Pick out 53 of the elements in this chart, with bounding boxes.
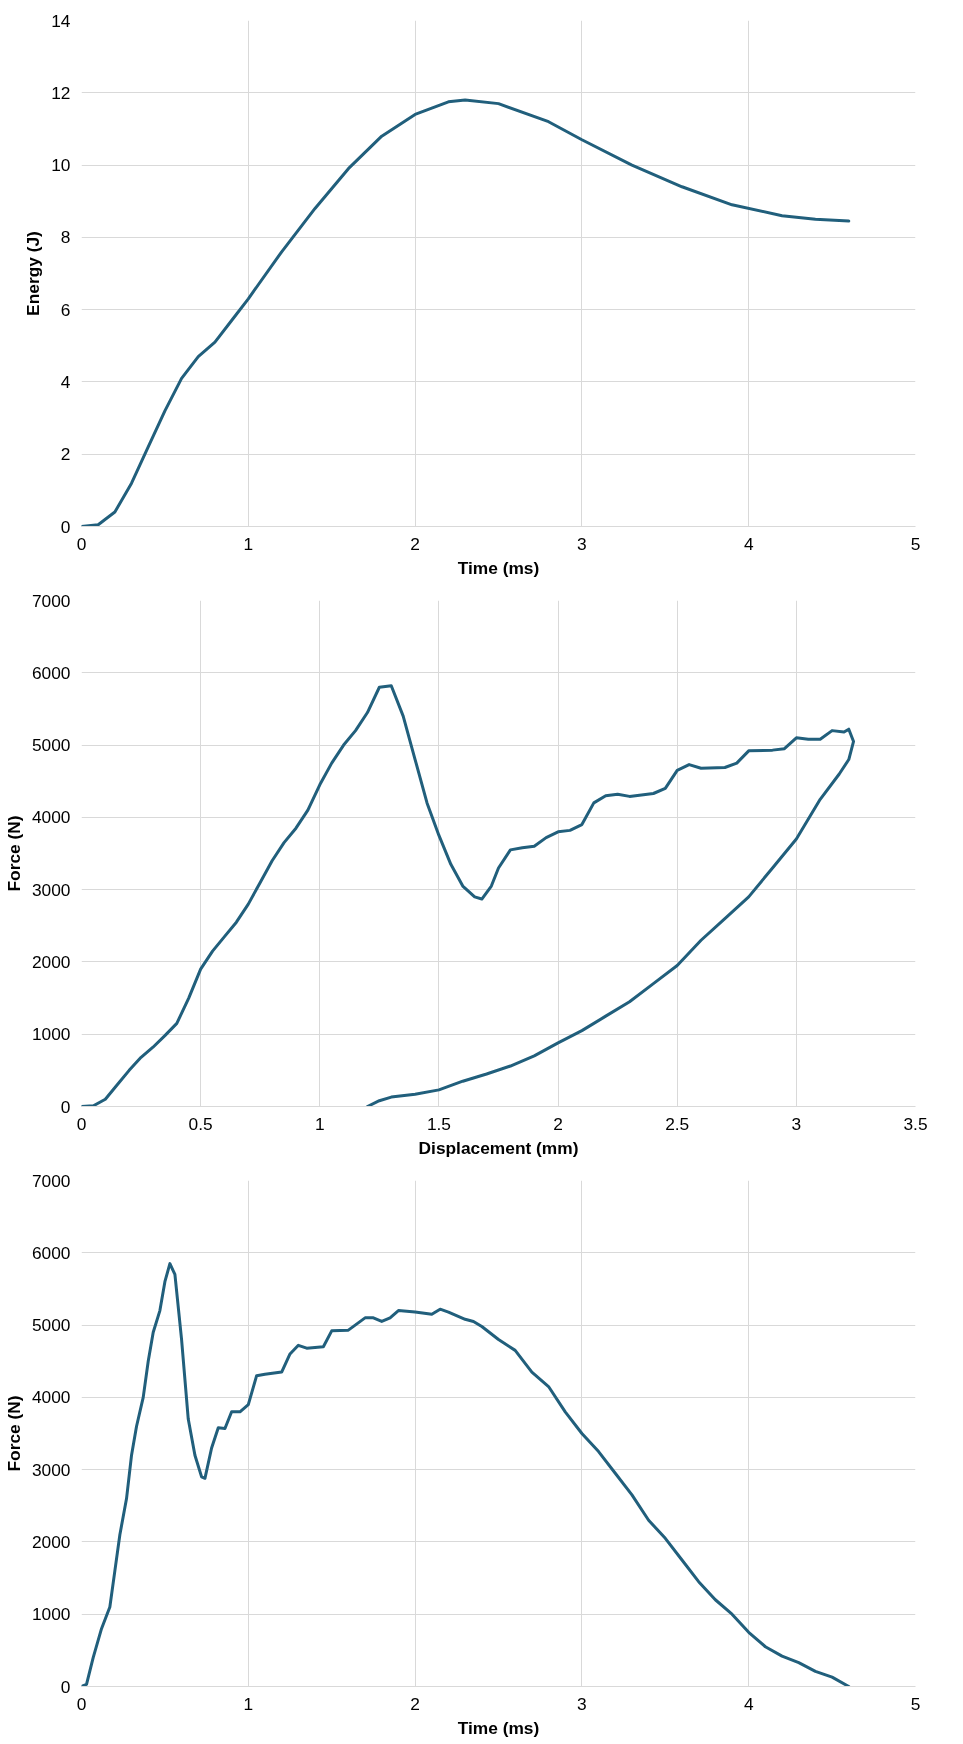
y-tick-label: 6000 [31, 662, 71, 683]
y-tick-label: 7000 [31, 590, 71, 611]
y-tick-label: 7000 [31, 1170, 71, 1191]
y-tick-label: 4000 [31, 1387, 71, 1408]
x-tick-label: 0 [76, 1693, 87, 1714]
y-axis-title: Energy (J) [23, 231, 44, 316]
x-tick-label: 3 [577, 533, 587, 554]
x-tick-label: 5 [910, 1693, 921, 1714]
line-series [81, 1262, 851, 1687]
y-tick-label: 6 [60, 299, 71, 320]
y-tick-label: 0 [60, 1096, 71, 1117]
y-tick-label: 8 [60, 227, 71, 248]
y-tick-label: 5000 [31, 735, 71, 756]
y-tick-label: 2000 [31, 1531, 71, 1552]
y-tick-label: 2 [60, 444, 71, 465]
x-tick-label: 4 [743, 1693, 754, 1714]
y-tick-label: 10 [51, 155, 71, 176]
x-tick-label: 1 [243, 1693, 254, 1714]
y-axis-title: Force (N) [3, 815, 24, 892]
y-tick-label: 2000 [31, 951, 71, 972]
x-axis-title: Time (ms) [457, 1717, 540, 1738]
y-axis-title: Force (N) [3, 1395, 24, 1472]
x-tick-label: 2 [410, 533, 420, 554]
x-tick-label: 0 [76, 533, 87, 554]
x-tick-label: 1 [314, 1113, 325, 1134]
x-tick-label: 2 [410, 1693, 420, 1714]
x-tick-label: 1.5 [426, 1113, 451, 1134]
line-series [81, 98, 851, 527]
y-tick-label: 0 [60, 1676, 71, 1697]
x-tick-label: 0.5 [188, 1113, 213, 1134]
y-tick-label: 3000 [31, 879, 71, 900]
y-tick-label: 1000 [31, 1024, 71, 1045]
y-tick-label: 0 [60, 516, 71, 537]
y-tick-label: 4000 [31, 807, 71, 828]
x-tick-label: 4 [743, 533, 754, 554]
x-tick-label: 3 [577, 1693, 587, 1714]
x-tick-label: 3 [791, 1113, 802, 1134]
y-tick-label: 6000 [31, 1242, 71, 1263]
x-tick-label: 5 [910, 533, 921, 554]
x-axis-title: Displacement (mm) [418, 1137, 579, 1158]
line-series [81, 684, 856, 1107]
x-tick-label: 3.5 [903, 1113, 928, 1134]
x-tick-label: 2.5 [665, 1113, 690, 1134]
x-tick-label: 2 [553, 1113, 563, 1134]
x-tick-label: 0 [76, 1113, 87, 1134]
y-tick-label: 3000 [31, 1459, 71, 1480]
y-tick-label: 4 [60, 371, 71, 392]
y-tick-label: 1000 [31, 1604, 71, 1625]
x-axis-title: Time (ms) [457, 557, 540, 578]
y-tick-label: 14 [51, 10, 71, 31]
y-tick-label: 5000 [31, 1315, 71, 1336]
y-tick-label: 12 [51, 82, 71, 103]
x-tick-label: 1 [243, 533, 254, 554]
